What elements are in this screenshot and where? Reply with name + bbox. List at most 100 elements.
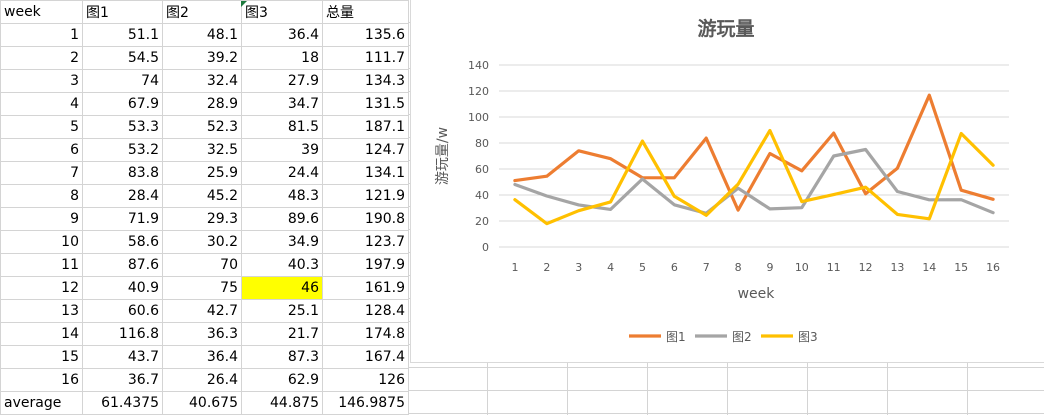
table-row: 11 87.6 70 40.3 197.9: [0, 253, 409, 277]
table-cell[interactable]: 74: [82, 69, 163, 93]
table-cell[interactable]: 36.4: [162, 345, 242, 369]
table-cell[interactable]: 51.1: [82, 23, 163, 47]
table-cell[interactable]: 34.9: [241, 230, 323, 254]
table-cell[interactable]: 32.5: [162, 138, 242, 162]
table-cell[interactable]: 128.4: [322, 299, 409, 323]
column-header[interactable]: week: [0, 0, 83, 24]
table-cell[interactable]: 146.9875: [322, 391, 409, 415]
table-cell[interactable]: 167.4: [322, 345, 409, 369]
table-cell[interactable]: 2: [0, 46, 83, 70]
table-cell[interactable]: 39: [241, 138, 323, 162]
table-cell[interactable]: 67.9: [82, 92, 163, 116]
table-cell[interactable]: 123.7: [322, 230, 409, 254]
table-cell[interactable]: 7: [0, 161, 83, 185]
table-cell[interactable]: 53.2: [82, 138, 163, 162]
table-cell[interactable]: 70: [162, 253, 242, 277]
table-cell[interactable]: 83.8: [82, 161, 163, 185]
table-cell[interactable]: 190.8: [322, 207, 409, 231]
table-cell[interactable]: 121.9: [322, 184, 409, 208]
table-cell[interactable]: 52.3: [162, 115, 242, 139]
table-cell[interactable]: 8: [0, 184, 83, 208]
table-row: 16 36.7 26.4 62.9 126: [0, 368, 409, 392]
table-cell[interactable]: 29.3: [162, 207, 242, 231]
table-cell[interactable]: 54.5: [82, 46, 163, 70]
table-cell[interactable]: 40.9: [82, 276, 163, 300]
table-cell[interactable]: 58.6: [82, 230, 163, 254]
x-tick-label: 14: [922, 261, 936, 274]
table-cell[interactable]: 11: [0, 253, 83, 277]
table-cell[interactable]: 75: [162, 276, 242, 300]
table-cell[interactable]: 43.7: [82, 345, 163, 369]
table-cell[interactable]: 124.7: [322, 138, 409, 162]
table-cell[interactable]: 14: [0, 322, 83, 346]
table-cell[interactable]: 89.6: [241, 207, 323, 231]
table-cell[interactable]: 24.4: [241, 161, 323, 185]
table-cell[interactable]: 60.6: [82, 299, 163, 323]
table-cell[interactable]: 13: [0, 299, 83, 323]
table-cell[interactable]: 18: [241, 46, 323, 70]
series-line-1[interactable]: [513, 93, 995, 212]
table-cell[interactable]: 10: [0, 230, 83, 254]
table-cell[interactable]: 21.7: [241, 322, 323, 346]
table-cell[interactable]: 32.4: [162, 69, 242, 93]
table-cell[interactable]: 87.3: [241, 345, 323, 369]
table-cell[interactable]: 111.7: [322, 46, 409, 70]
table-cell[interactable]: 87.6: [82, 253, 163, 277]
table-cell[interactable]: 174.8: [322, 322, 409, 346]
table-cell[interactable]: 48.1: [162, 23, 242, 47]
table-cell[interactable]: 61.4375: [82, 391, 163, 415]
table-cell[interactable]: 36.4: [241, 23, 323, 47]
table-cell[interactable]: 3: [0, 69, 83, 93]
column-header[interactable]: 图3: [241, 0, 323, 24]
table-cell[interactable]: 25.9: [162, 161, 242, 185]
table-cell[interactable]: 28.4: [82, 184, 163, 208]
table-cell[interactable]: 62.9: [241, 368, 323, 392]
table-cell[interactable]: 1: [0, 23, 83, 47]
table-cell[interactable]: 15: [0, 345, 83, 369]
table-cell[interactable]: 34.7: [241, 92, 323, 116]
table-cell[interactable]: 39.2: [162, 46, 242, 70]
table-cell[interactable]: 46: [241, 276, 323, 300]
table-cell[interactable]: 134.1: [322, 161, 409, 185]
table-cell[interactable]: 53.3: [82, 115, 163, 139]
table-cell[interactable]: 40.675: [162, 391, 242, 415]
table-cell[interactable]: 27.9: [241, 69, 323, 93]
table-cell[interactable]: 30.2: [162, 230, 242, 254]
column-header[interactable]: 图2: [162, 0, 242, 24]
table-cell[interactable]: 40.3: [241, 253, 323, 277]
x-tick-label: 3: [575, 261, 582, 274]
table-cell[interactable]: 9: [0, 207, 83, 231]
column-header[interactable]: 图1: [82, 0, 163, 24]
table-cell[interactable]: 187.1: [322, 115, 409, 139]
table-cell[interactable]: 28.9: [162, 92, 242, 116]
table-cell[interactable]: 131.5: [322, 92, 409, 116]
table-cell[interactable]: 135.6: [322, 23, 409, 47]
table-cell[interactable]: 42.7: [162, 299, 242, 323]
table-cell[interactable]: 36.3: [162, 322, 242, 346]
table-cell[interactable]: 6: [0, 138, 83, 162]
series-line-3[interactable]: [513, 128, 995, 226]
table-cell[interactable]: 16: [0, 368, 83, 392]
table-cell[interactable]: 161.9: [322, 276, 409, 300]
table-cell[interactable]: 25.1: [241, 299, 323, 323]
table-cell[interactable]: 48.3: [241, 184, 323, 208]
table-cell[interactable]: 71.9: [82, 207, 163, 231]
table-footer-row: average 61.4375 40.675 44.875 146.9875: [0, 391, 409, 415]
table-cell[interactable]: average: [0, 391, 83, 415]
table-cell[interactable]: 197.9: [322, 253, 409, 277]
table-cell[interactable]: 126: [322, 368, 409, 392]
table-cell[interactable]: 4: [0, 92, 83, 116]
table-cell[interactable]: 134.3: [322, 69, 409, 93]
x-tick-label: 6: [671, 261, 678, 274]
line-chart[interactable]: 游玩量 0 20 40 60 80 100 120 140 1 2 3 4 5 6 7 8 9 10 11 12 13…: [410, 0, 1044, 363]
table-cell[interactable]: 116.8: [82, 322, 163, 346]
data-table: week 图1 图2 图3 总量 1 51.1 48.1 36.4 135.6 2 54.5 39.2 1…: [0, 0, 409, 415]
table-cell[interactable]: 12: [0, 276, 83, 300]
column-header[interactable]: 总量: [322, 0, 409, 24]
table-cell[interactable]: 36.7: [82, 368, 163, 392]
table-cell[interactable]: 44.875: [241, 391, 323, 415]
table-cell[interactable]: 45.2: [162, 184, 242, 208]
table-cell[interactable]: 26.4: [162, 368, 242, 392]
table-cell[interactable]: 81.5: [241, 115, 323, 139]
table-cell[interactable]: 5: [0, 115, 83, 139]
